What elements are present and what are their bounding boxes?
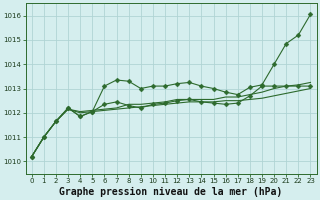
X-axis label: Graphe pression niveau de la mer (hPa): Graphe pression niveau de la mer (hPa) — [60, 186, 283, 197]
